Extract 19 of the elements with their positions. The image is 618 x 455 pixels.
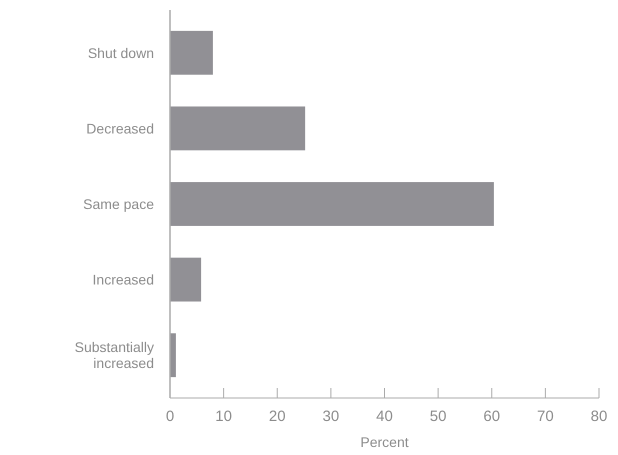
bar (170, 182, 494, 226)
x-tick-label: 0 (166, 408, 174, 425)
x-axis-title: Percent (360, 434, 409, 450)
y-tick-label: Same pace (83, 196, 154, 212)
x-tick-label: 30 (322, 408, 340, 425)
bar (170, 106, 306, 150)
y-tick-label: Increased (92, 272, 154, 288)
x-tick-label: 70 (537, 408, 554, 425)
x-tick-label: 10 (215, 408, 232, 425)
bar (170, 30, 213, 75)
x-tick-label: 20 (268, 408, 286, 425)
y-tick-label: Substantially increased (74, 339, 154, 372)
bar (170, 258, 202, 302)
x-tick-label: 80 (590, 408, 608, 425)
x-tick-label: 50 (430, 408, 446, 425)
x-tick-label: 60 (483, 408, 500, 425)
y-tick-label: Shut down (88, 44, 154, 61)
y-tick-label: Decreased (86, 120, 154, 136)
x-tick-label: 40 (376, 408, 393, 425)
